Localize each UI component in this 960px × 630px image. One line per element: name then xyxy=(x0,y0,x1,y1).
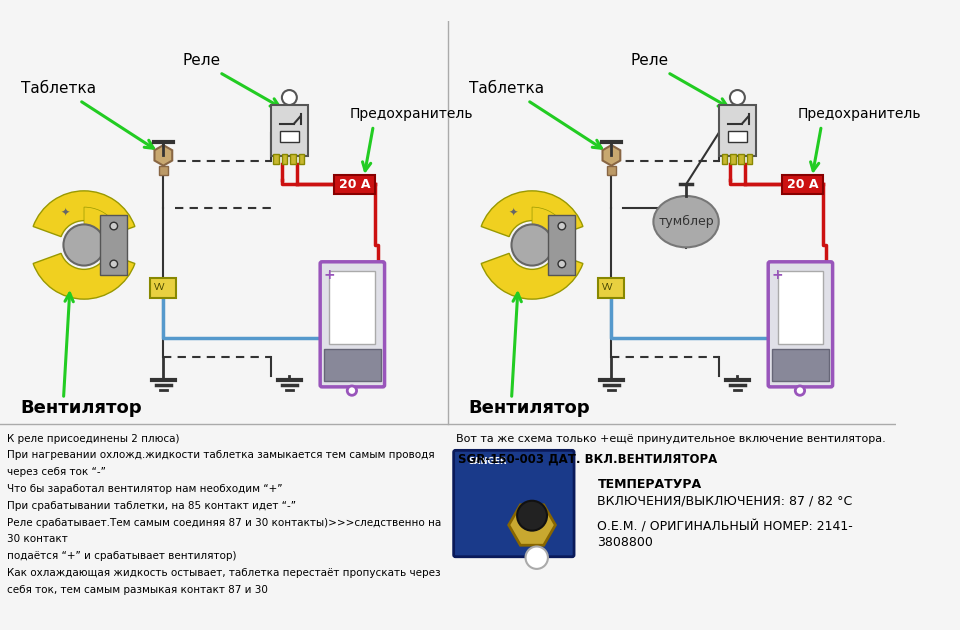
Circle shape xyxy=(795,386,804,395)
Bar xyxy=(719,105,756,156)
Text: 20 А: 20 А xyxy=(339,178,371,191)
Polygon shape xyxy=(603,145,620,166)
Wedge shape xyxy=(481,191,583,237)
Text: 30 контакт: 30 контакт xyxy=(8,534,68,544)
Polygon shape xyxy=(509,505,556,545)
Text: Реле: Реле xyxy=(182,53,220,67)
Circle shape xyxy=(63,224,105,266)
Circle shape xyxy=(525,546,548,569)
Bar xyxy=(274,154,279,164)
Text: ТЕМПЕРАТУРА: ТЕМПЕРАТУРА xyxy=(597,478,702,491)
Text: ✦: ✦ xyxy=(60,207,70,217)
Text: Вентилятор: Вентилятор xyxy=(20,399,142,417)
Bar xyxy=(271,105,308,156)
Bar xyxy=(772,348,828,381)
Polygon shape xyxy=(155,145,172,166)
Text: себя ток, тем самым размыкая контакт 87 и 30: себя ток, тем самым размыкая контакт 87 … xyxy=(8,585,269,595)
Bar xyxy=(782,175,824,193)
Bar xyxy=(280,131,299,142)
Text: ВКЛЮЧЕНИЯ/ВЫКЛЮЧЕНИЯ: 87 / 82 °C: ВКЛЮЧЕНИЯ/ВЫКЛЮЧЕНИЯ: 87 / 82 °C xyxy=(597,494,852,507)
Text: тумблер: тумблер xyxy=(659,215,714,228)
Circle shape xyxy=(517,501,547,530)
FancyBboxPatch shape xyxy=(768,262,832,387)
Bar xyxy=(324,348,381,381)
Text: Таблетка: Таблетка xyxy=(20,81,96,96)
Text: О.Е.М. / ОРИГИНАЛЬНЫЙ НОМЕР: 2141-: О.Е.М. / ОРИГИНАЛЬНЫЙ НОМЕР: 2141- xyxy=(597,520,853,534)
Bar xyxy=(329,271,375,344)
Wedge shape xyxy=(34,191,135,237)
Bar xyxy=(282,154,287,164)
Text: +: + xyxy=(772,268,783,282)
Ellipse shape xyxy=(654,196,719,248)
Bar xyxy=(738,154,744,164)
Wedge shape xyxy=(532,207,570,251)
Text: К реле присоединены 2 плюса): К реле присоединены 2 плюса) xyxy=(8,433,180,444)
Text: +: + xyxy=(324,268,335,282)
Text: 20 А: 20 А xyxy=(787,178,819,191)
Circle shape xyxy=(558,260,565,268)
Text: Вентилятор: Вентилятор xyxy=(468,399,590,417)
Text: SANGER: SANGER xyxy=(468,457,507,466)
Circle shape xyxy=(512,224,553,266)
Circle shape xyxy=(110,222,117,230)
Text: Реле срабатывает.Тем самым соединяя 87 и 30 контакты)>>>следственно на: Реле срабатывает.Тем самым соединяя 87 и… xyxy=(8,518,442,527)
Bar xyxy=(158,166,168,175)
Bar xyxy=(778,271,824,344)
Bar xyxy=(598,278,624,298)
Text: SGR-150-003 ДАТ. ВКЛ.ВЕНТИЛЯТОРА: SGR-150-003 ДАТ. ВКЛ.ВЕНТИЛЯТОРА xyxy=(459,452,718,465)
Text: Предохранитель: Предохранитель xyxy=(798,107,922,122)
Bar xyxy=(607,166,616,175)
Bar xyxy=(299,154,304,164)
FancyBboxPatch shape xyxy=(321,262,385,387)
Text: 3808800: 3808800 xyxy=(597,536,653,549)
Bar xyxy=(730,154,735,164)
Text: Вот та же схема только +ещё принудительное включение вентилятора.: Вот та же схема только +ещё принудительн… xyxy=(455,433,885,444)
Text: Таблетка: Таблетка xyxy=(468,81,543,96)
Text: подаётся “+” и срабатывает вентилятор): подаётся “+” и срабатывает вентилятор) xyxy=(8,551,237,561)
Bar xyxy=(100,215,128,275)
Circle shape xyxy=(730,90,745,105)
Text: Что бы заработал вентилятор нам необходим “+”: Что бы заработал вентилятор нам необходи… xyxy=(8,484,283,494)
Circle shape xyxy=(282,90,297,105)
Bar xyxy=(747,154,753,164)
Bar xyxy=(548,215,575,275)
Text: VV: VV xyxy=(602,284,613,292)
Circle shape xyxy=(558,222,565,230)
Bar xyxy=(334,175,375,193)
Bar xyxy=(290,154,296,164)
Text: Предохранитель: Предохранитель xyxy=(350,107,473,122)
Circle shape xyxy=(348,386,356,395)
Circle shape xyxy=(110,260,117,268)
Wedge shape xyxy=(481,253,583,299)
Text: Реле: Реле xyxy=(630,53,668,67)
FancyBboxPatch shape xyxy=(454,450,574,557)
Text: через себя ток “-”: через себя ток “-” xyxy=(8,467,107,477)
Wedge shape xyxy=(34,253,135,299)
Wedge shape xyxy=(84,207,122,251)
Text: Как охлаждающая жидкость остывает, таблетка перестаёт пропускать через: Как охлаждающая жидкость остывает, табле… xyxy=(8,568,441,578)
Bar xyxy=(151,278,177,298)
Bar xyxy=(722,154,727,164)
Text: При нагревании охложд.жидкости таблетка замыкается тем самым проводя: При нагревании охложд.жидкости таблетка … xyxy=(8,450,435,461)
Bar xyxy=(728,131,747,142)
Text: VV: VV xyxy=(154,284,165,292)
Text: При срабатывании таблетки, на 85 контакт идет “-”: При срабатывании таблетки, на 85 контакт… xyxy=(8,501,297,511)
Text: ✦: ✦ xyxy=(509,207,517,217)
